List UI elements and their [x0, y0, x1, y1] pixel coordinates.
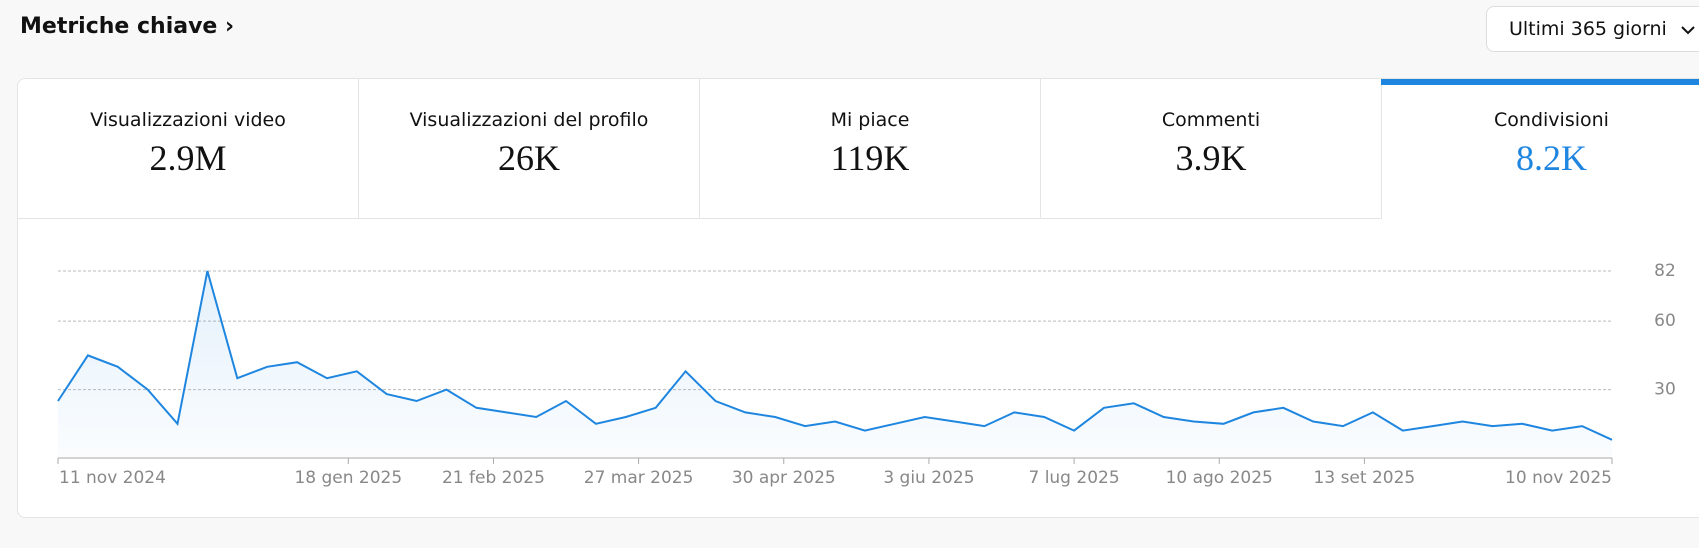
metric-tab[interactable]: Commenti 3.9K	[1041, 79, 1382, 219]
x-tick-label: 3 giu 2025	[883, 468, 974, 488]
x-tick-label: 18 gen 2025	[294, 468, 402, 488]
metric-label: Mi piace	[830, 109, 910, 131]
metric-label: Visualizzazioni video	[90, 109, 286, 131]
metric-value: 119K	[830, 138, 910, 178]
metric-label: Condivisioni	[1494, 109, 1609, 131]
x-tick-label: 27 mar 2025	[584, 468, 694, 488]
metric-label: Commenti	[1161, 109, 1261, 131]
metric-value: 3.9K	[1175, 138, 1247, 178]
x-tick-label: 13 set 2025	[1314, 468, 1416, 488]
x-tick-label: 10 ago 2025	[1166, 468, 1273, 488]
x-tick-label: 7 lug 2025	[1028, 468, 1119, 488]
y-tick-label: 60	[1654, 311, 1676, 331]
x-tick-label: 30 apr 2025	[732, 468, 836, 488]
metric-value: 26K	[498, 138, 560, 178]
metric-tab[interactable]: Mi piace 119K	[700, 79, 1041, 219]
x-tick-label: 11 nov 2024	[59, 468, 166, 488]
range-label: Ultimi 365 giorni	[1509, 18, 1667, 40]
metric-value: 8.2K	[1516, 138, 1587, 178]
section-title[interactable]: Metriche chiave ›	[20, 14, 235, 39]
metric-tab[interactable]: Visualizzazioni video 2.9M	[18, 79, 359, 219]
x-tick-label: 10 nov 2025	[1505, 468, 1612, 488]
metric-label: Visualizzazioni del profilo	[409, 109, 649, 131]
y-tick-label: 30	[1654, 380, 1676, 400]
metric-tab-selected[interactable]: Condivisioni 8.2K	[1381, 79, 1699, 219]
x-tick-label: 21 feb 2025	[442, 468, 545, 488]
metric-value: 2.9M	[149, 138, 227, 178]
line	[57, 270, 1613, 441]
y-tick-label: 82	[1654, 261, 1676, 281]
chevron	[1681, 26, 1695, 35]
line-area	[58, 271, 1612, 458]
metric-tab[interactable]: Visualizzazioni del profilo 26K	[359, 79, 700, 219]
range-dropdown[interactable]: Ultimi 365 giorni	[1486, 6, 1699, 52]
